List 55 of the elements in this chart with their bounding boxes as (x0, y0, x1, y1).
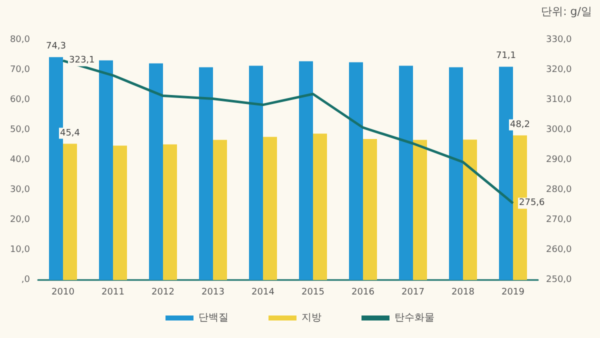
y2-tick-label: 260,0 (546, 245, 572, 255)
y-tick-label: 30,0 (10, 185, 30, 195)
y2-tick-label: 280,0 (546, 185, 572, 195)
x-tick-label: 2018 (452, 288, 475, 298)
bar (199, 67, 213, 280)
text: 단위: g/일 (541, 4, 592, 19)
y2-tick-label: 310,0 (546, 95, 572, 105)
y-tick-label: 60,0 (10, 95, 30, 105)
bar (63, 144, 77, 280)
y-tick-label: 20,0 (10, 215, 30, 225)
y-tick-label: ,0 (21, 275, 30, 285)
y2-tick-label: 300,0 (546, 125, 572, 135)
bar (299, 61, 313, 280)
y2-tick-label: 290,0 (546, 155, 572, 165)
y-tick-label: 10,0 (10, 245, 30, 255)
bar (213, 140, 227, 280)
data-label: 275,6 (519, 198, 546, 208)
bar (399, 66, 413, 280)
bar (449, 67, 463, 280)
y2-tick-label: 330,0 (546, 35, 572, 45)
legend-label: 탄수화물 (394, 312, 434, 324)
legend-label: 단백질 (198, 312, 228, 324)
bar (149, 63, 163, 280)
legend-label: 지방 (302, 312, 322, 324)
bar (113, 146, 127, 280)
data-label: 323,1 (69, 56, 95, 66)
bar (263, 136, 277, 280)
x-tick-label: 2017 (402, 288, 424, 298)
x-tick-label: 2014 (252, 288, 275, 298)
data-label: 45,4 (60, 128, 80, 138)
bar (463, 140, 477, 280)
y-tick-label: 40,0 (10, 155, 30, 165)
bar (313, 134, 327, 280)
x-tick-label: 2012 (152, 288, 174, 298)
y2-tick-label: 320,0 (546, 65, 572, 75)
x-tick-label: 2019 (502, 288, 525, 298)
x-tick-label: 2013 (202, 288, 224, 298)
y-tick-label: 80,0 (10, 35, 30, 45)
bar (363, 139, 377, 280)
x-tick-label: 2016 (352, 288, 375, 298)
bar (99, 60, 113, 280)
bar (249, 66, 263, 280)
x-tick-label: 2015 (302, 288, 324, 298)
data-label: 71,1 (496, 51, 516, 62)
y2-tick-label: 270,0 (546, 215, 572, 225)
data-label: 74,3 (46, 42, 66, 52)
bar (163, 144, 177, 280)
y2-tick-label: 250,0 (546, 275, 572, 285)
x-tick-label: 2010 (52, 288, 75, 298)
data-label: 48,2 (510, 120, 530, 130)
y-tick-label: 50,0 (10, 125, 30, 135)
bar (349, 62, 363, 280)
y-tick-label: 70,0 (10, 65, 30, 75)
x-tick-label: 2011 (102, 288, 124, 298)
bar (413, 140, 427, 280)
